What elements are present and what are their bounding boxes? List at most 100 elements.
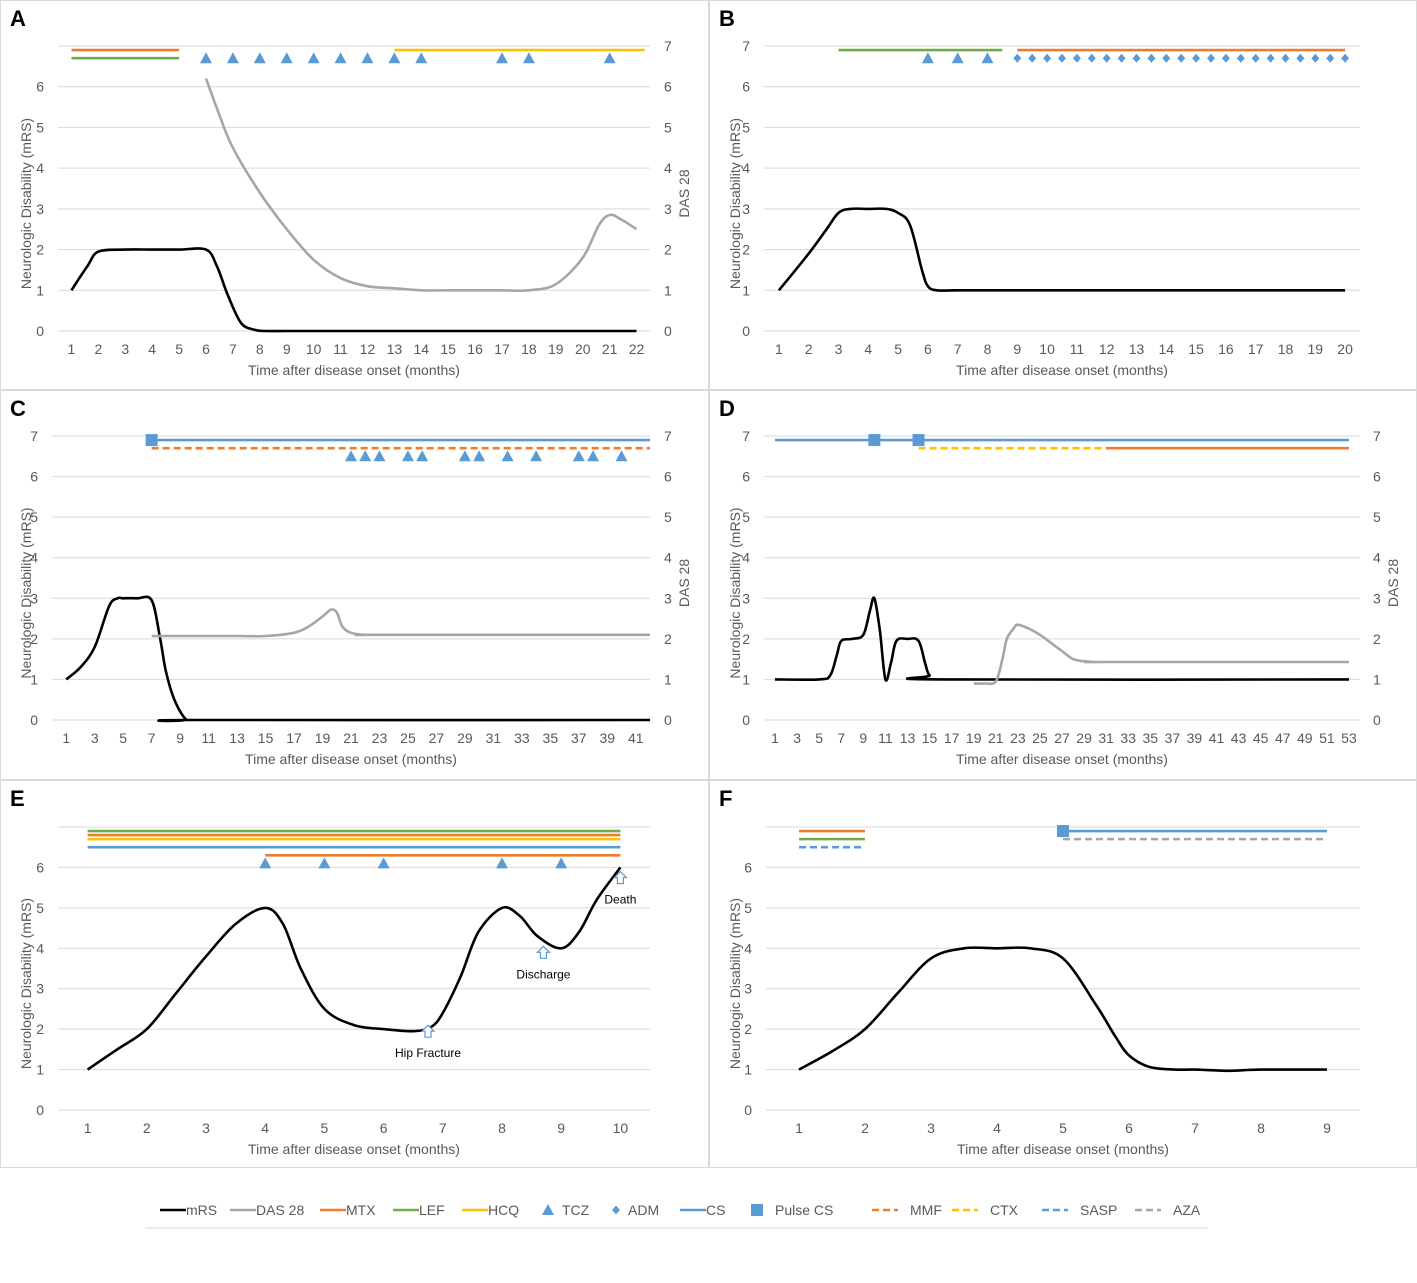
y-axis-label: Neurologic Disability (mRS) [727,507,743,678]
legend-item-mmf: MMF [872,1202,942,1218]
annotation-arrow-icon [420,1024,436,1038]
x-tick-label: 53 [1341,730,1357,746]
series-das-28 [204,78,638,293]
x-tick-label: 20 [575,341,591,357]
x-tick-label: 8 [1257,1120,1265,1136]
y2-tick-label: 1 [1373,671,1381,687]
x-tick-label: 25 [400,730,416,746]
series-mrs [798,946,1328,1073]
panel-frame [709,0,1417,390]
legend-item-mrs: mRS [160,1202,217,1218]
y-tick-label: 2 [30,631,38,647]
marker-tcz [496,52,508,64]
panel-e: E 0 1 2 3 4 5 6 1 2 3 4 5 6 7 8 9 10 Time after disease on… [0,780,709,1168]
x-tick-label: 4 [261,1120,269,1136]
y-tick-label: 1 [36,1062,44,1078]
y2-tick-label: 3 [1373,590,1381,606]
y-tick-label: 6 [36,859,44,875]
y-tick-label: 5 [36,119,44,135]
panel-frame [0,780,709,1168]
x-tick-label: 1 [62,730,70,746]
marker-tcz [416,450,429,462]
annotation-arrow-icon [612,870,628,885]
legend-item-sasp: SASP [1042,1202,1117,1218]
y-tick-label: 3 [30,590,38,606]
y-tick-label: 7 [742,428,750,444]
x-tick-label: 7 [1191,1120,1199,1136]
marker-adm [1281,53,1290,63]
x-tick-label: 11 [878,730,893,746]
legend-label: HCQ [488,1202,519,1218]
x-tick-label: 2 [143,1120,151,1136]
x-tick-label: 29 [457,730,473,746]
marker-tcz [522,52,535,64]
x-tick-label: 9 [859,730,867,746]
legend-item-adm: ADM [612,1202,659,1218]
x-tick-label: 19 [315,730,331,746]
legend-item-cs: CS [680,1202,725,1218]
y2-tick-label: 2 [664,242,672,258]
panel-frame [0,0,709,390]
y2-tick-label: 0 [664,323,672,339]
x-tick-label: 7 [148,730,156,746]
marker-tcz [318,857,331,869]
legend-label: ADM [628,1202,659,1218]
annotation-label: Death [604,893,636,907]
x-tick-label: 37 [1165,730,1181,746]
marker-pulse-cs [868,434,881,447]
series-mrs [65,595,651,723]
y2-tick-label: 4 [664,160,672,176]
marker-tcz [373,450,386,462]
marker-adm [1117,53,1126,63]
marker-adm [1266,53,1275,63]
x-tick-label: 27 [429,730,445,746]
marker-tcz [501,450,514,462]
y-tick-label: 4 [30,550,38,566]
y2-tick-label: 6 [664,469,672,485]
x-axis-label: Time after disease onset (months) [957,1141,1169,1157]
x-tick-label: 9 [1323,1120,1331,1136]
x-tick-label: 17 [1248,341,1264,357]
x-tick-label: 2 [94,341,102,357]
x-tick-label: 23 [372,730,388,746]
marker-tcz [253,52,266,64]
y-tick-label: 2 [36,1021,44,1037]
legend-swatch [751,1204,763,1216]
x-tick-label: 2 [861,1120,869,1136]
x-tick-label: 1 [771,730,779,746]
x-tick-label: 6 [924,341,932,357]
legend-label: LEF [419,1202,445,1218]
legend-item-aza: AZA [1135,1202,1201,1218]
y2-tick-label: 0 [1373,712,1381,728]
legend-swatch [612,1205,620,1215]
x-tick-label: 10 [1039,341,1055,357]
marker-tcz [334,52,347,64]
panel-label: E [10,786,25,811]
y2-tick-label: 6 [664,79,672,95]
x-tick-label: 4 [864,341,872,357]
x-tick-label: 17 [944,730,960,746]
series-mrs [86,866,622,1071]
x-tick-label: 45 [1253,730,1269,746]
y-tick-label: 2 [742,242,750,258]
y-tick-label: 1 [36,282,44,298]
x-tick-label: 8 [984,341,992,357]
x-tick-label: 4 [148,341,156,357]
y2-tick-label: 7 [664,428,672,444]
x-tick-label: 16 [1218,341,1234,357]
annotation-arrow-icon [535,945,551,959]
y-tick-label: 1 [742,282,750,298]
x-tick-label: 9 [557,1120,565,1136]
y-tick-label: 6 [36,79,44,95]
marker-tcz [615,450,628,462]
panel-frame [709,390,1417,780]
legend: mRS DAS 28 MTX LEF HCQ TCZ ADM CS Pulse CS MMF CTX… [145,1202,1208,1229]
x-tick-label: 6 [380,1120,388,1136]
x-tick-label: 11 [201,730,216,746]
y-tick-label: 3 [742,590,750,606]
x-tick-label: 11 [1070,341,1085,357]
x-tick-label: 9 [283,341,291,357]
marker-pulse-cs [912,434,925,447]
marker-adm [1207,53,1215,63]
marker-adm [1132,53,1141,63]
